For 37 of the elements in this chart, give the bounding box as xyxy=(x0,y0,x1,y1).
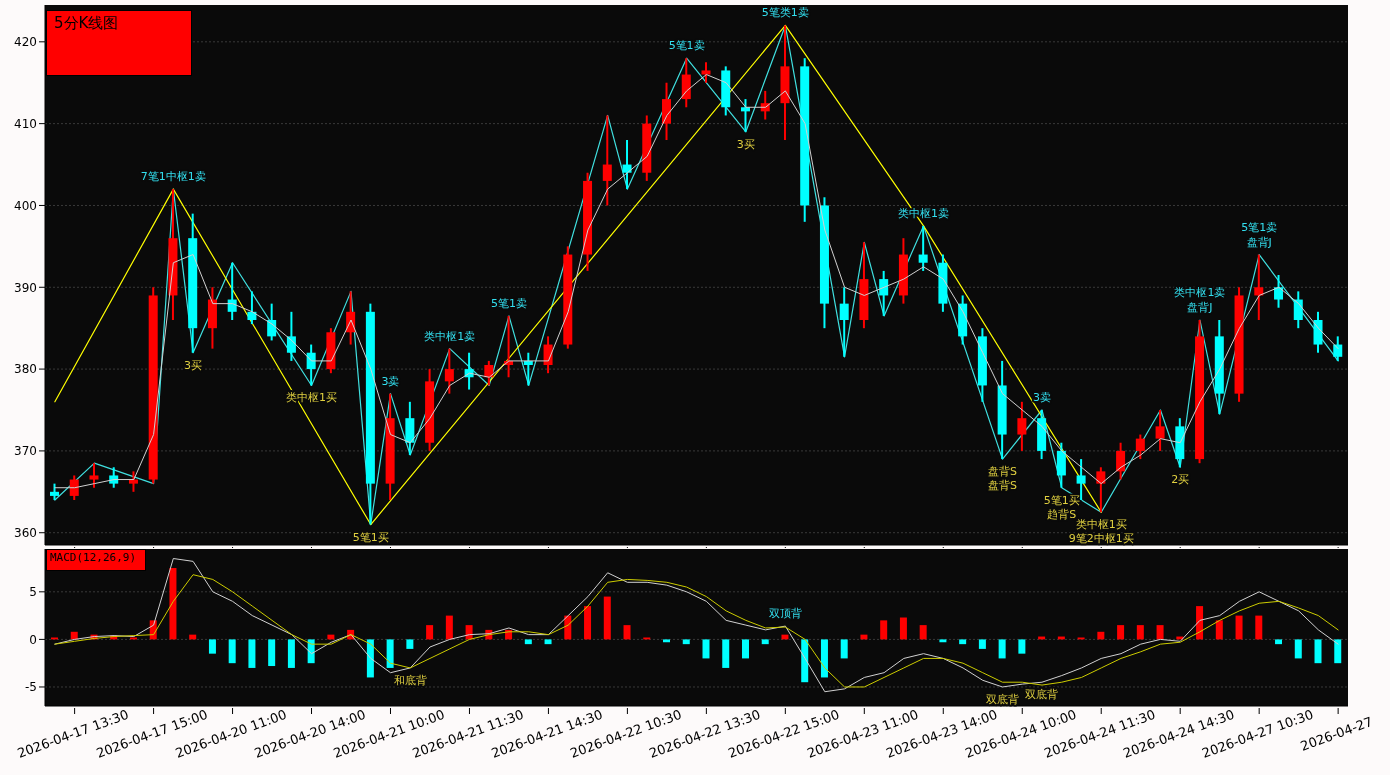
y-tick-label: 360 xyxy=(14,525,37,540)
annotation: 双顶背 xyxy=(768,607,802,621)
annotation: 和底背 xyxy=(393,673,427,687)
annotation: 3买 xyxy=(736,137,755,151)
annotation: 类中枢1卖 xyxy=(1174,286,1226,299)
annotation: 趋背S xyxy=(1047,507,1077,521)
chart-title: MACD(12,26,9) xyxy=(49,550,138,566)
annotation: 3卖 xyxy=(1032,391,1051,404)
annotation: 盘背S xyxy=(988,465,1018,479)
annotation: 盘背S xyxy=(988,479,1018,493)
annotation: 类中枢1卖 xyxy=(424,329,476,343)
annotation: 5笔1买 xyxy=(352,530,389,544)
y-tick-label: 400 xyxy=(14,198,37,213)
annotation: 7笔1中枢1卖 xyxy=(140,170,206,184)
y-tick-label: 0 xyxy=(29,632,37,647)
annotation: 5笔1卖 xyxy=(1241,220,1278,234)
y-tick-label: 380 xyxy=(14,362,37,377)
annotation: 5笔1买 xyxy=(1043,493,1080,507)
annotation: 5笔1卖 xyxy=(490,296,527,310)
annotation: 3卖 xyxy=(381,374,400,388)
annotation: 9笔2中枢1买 xyxy=(1068,532,1134,546)
y-tick-label: 5 xyxy=(29,585,37,600)
annotation: 双底背 xyxy=(986,692,1020,706)
annotation: 2买 xyxy=(1171,473,1190,487)
annotation: 类中枢1买 xyxy=(1075,518,1127,532)
y-tick-label: 390 xyxy=(14,280,37,295)
annotation: 5笔类1卖 xyxy=(761,6,809,20)
annotation: 3买 xyxy=(184,358,203,372)
annotation: 盘背J xyxy=(1187,301,1213,314)
y-tick-label: 370 xyxy=(14,444,37,459)
y-tick-label: 420 xyxy=(14,35,37,50)
text: 5分K线图 xyxy=(53,13,120,34)
annotation: 盘背J xyxy=(1246,235,1272,249)
annotation: 5笔1卖 xyxy=(668,39,705,53)
y-tick-label: -5 xyxy=(25,680,37,695)
y-tick-label: 410 xyxy=(14,116,37,131)
annotation: 双底背 xyxy=(1025,688,1059,702)
